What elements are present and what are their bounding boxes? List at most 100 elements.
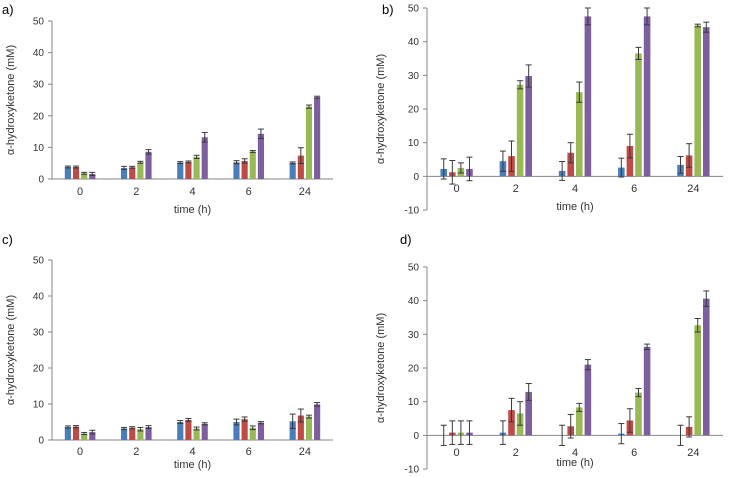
y-tick-label: 50	[33, 256, 45, 267]
bar	[694, 25, 701, 177]
y-tick-label: 10	[408, 397, 420, 408]
x-tick-label: 6	[246, 446, 252, 458]
bar	[241, 160, 248, 179]
y-tick-label: 30	[408, 330, 420, 341]
bar	[249, 427, 256, 440]
bar	[249, 151, 256, 179]
x-tick-label: 4	[189, 186, 195, 198]
y-tick-label: 0	[38, 436, 44, 447]
bar	[525, 391, 532, 436]
bar	[305, 416, 313, 440]
x-tick-label: 6	[246, 186, 252, 198]
bar	[193, 156, 200, 179]
bar	[64, 166, 71, 179]
x-tick-label: 24	[687, 447, 699, 459]
panel-label: d)	[400, 232, 412, 247]
y-tick-label: 10	[33, 400, 45, 411]
bar	[121, 167, 128, 179]
y-tick-label: 20	[408, 105, 420, 116]
bar	[185, 161, 192, 179]
bar	[257, 133, 264, 179]
bar	[145, 151, 152, 179]
x-tick-label: 4	[572, 447, 578, 459]
x-axis-title: time (h)	[174, 459, 211, 471]
bar	[516, 84, 524, 177]
x-tick-label: 2	[133, 186, 139, 198]
y-tick-label: 30	[33, 80, 45, 91]
bar	[257, 422, 264, 440]
y-tick-label: 0	[413, 431, 419, 442]
bar	[233, 422, 240, 440]
bar	[576, 92, 583, 177]
bar	[702, 27, 710, 177]
x-tick-label: 2	[133, 446, 139, 458]
bar	[137, 162, 144, 179]
bar	[314, 404, 321, 440]
bar	[233, 162, 240, 179]
bar	[702, 298, 710, 436]
y-tick-label: 10	[33, 143, 45, 154]
panel-label: b)	[382, 2, 394, 17]
bar	[635, 392, 642, 436]
bar	[584, 364, 592, 436]
bar	[193, 428, 200, 440]
y-axis-title: α-hydroxyketone (mM)	[375, 54, 387, 164]
bar	[626, 146, 634, 177]
bar	[584, 16, 592, 177]
bar	[64, 427, 71, 440]
y-tick-label: 50	[33, 17, 45, 28]
y-tick-label: 20	[408, 364, 420, 375]
y-tick-label: 50	[408, 4, 420, 15]
x-axis-title: time (h)	[174, 204, 211, 216]
x-tick-label: 0	[454, 447, 460, 459]
y-tick-label: -10	[405, 465, 420, 476]
bar	[121, 428, 128, 440]
y-tick-label: 20	[33, 111, 45, 122]
bar	[145, 427, 152, 440]
x-tick-label: 4	[189, 446, 195, 458]
bar	[567, 152, 574, 177]
bar	[137, 429, 144, 440]
y-tick-label: -10	[405, 206, 420, 217]
x-tick-label: 24	[299, 446, 311, 458]
x-axis-title: time (h)	[556, 457, 593, 469]
x-tick-label: 2	[513, 447, 519, 459]
bar	[525, 76, 532, 177]
x-tick-label: 6	[631, 447, 637, 459]
y-tick-label: 40	[408, 296, 420, 307]
bar	[314, 97, 321, 179]
bar	[297, 155, 304, 179]
y-tick-label: 0	[413, 172, 419, 183]
bar	[72, 166, 80, 179]
panel-label: c)	[2, 232, 13, 247]
bar	[81, 173, 88, 179]
bar	[289, 162, 296, 179]
y-tick-label: 40	[33, 292, 45, 303]
panel-label: a)	[2, 2, 14, 17]
bar	[201, 137, 208, 179]
bar	[576, 407, 583, 436]
bar	[508, 410, 515, 436]
bar	[241, 419, 248, 440]
y-tick-label: 30	[408, 71, 420, 82]
bar	[89, 432, 96, 440]
x-axis-title: time (h)	[556, 201, 593, 213]
y-tick-label: 0	[38, 175, 44, 186]
x-tick-label: 6	[631, 183, 637, 195]
bar	[89, 173, 96, 179]
x-tick-label: 0	[77, 186, 83, 198]
y-tick-label: 50	[408, 263, 420, 274]
y-tick-label: 40	[33, 48, 45, 59]
x-tick-label: 2	[513, 183, 519, 195]
bar	[643, 16, 651, 177]
bar	[201, 423, 208, 440]
bar	[694, 325, 701, 436]
bar	[81, 433, 88, 440]
x-tick-label: 0	[77, 446, 83, 458]
y-tick-label: 20	[33, 364, 45, 375]
x-tick-label: 24	[687, 183, 699, 195]
